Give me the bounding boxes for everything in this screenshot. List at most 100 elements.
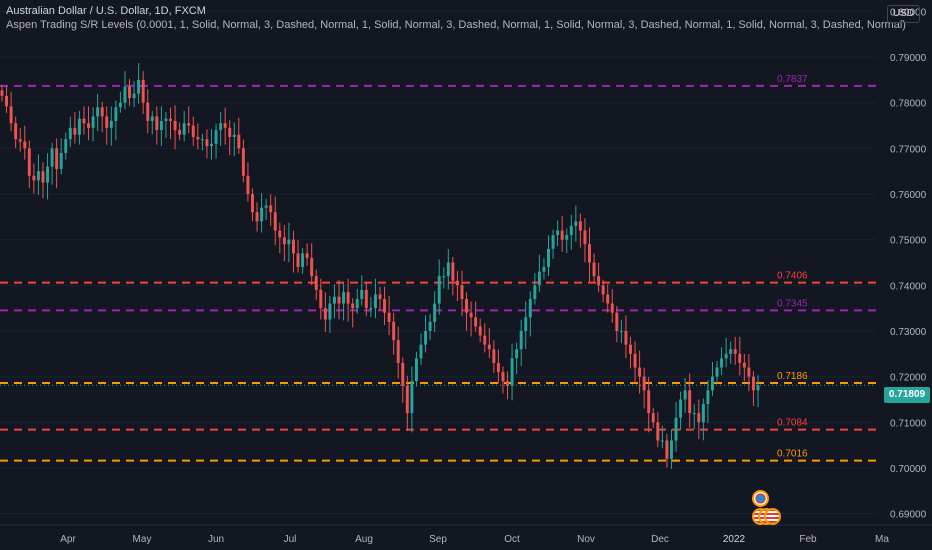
candle-body [173, 120, 177, 131]
candle-body [542, 267, 546, 272]
candle-body [747, 367, 751, 377]
y-tick-label: 0.73000 [890, 327, 927, 338]
x-tick-label: May [133, 534, 152, 545]
candle-body [629, 344, 632, 354]
chart-header: Australian Dollar / U.S. Dollar, 1D, FXC… [6, 4, 906, 32]
candle-body [574, 221, 578, 226]
candle-body [214, 130, 218, 144]
y-tick-label: 0.80000 [890, 7, 927, 18]
candle-body [191, 125, 195, 137]
candle-body [32, 175, 36, 181]
candle-body [346, 292, 350, 304]
x-tick-label: Ma [875, 534, 889, 545]
candle-body [187, 123, 191, 126]
candle-body [9, 106, 13, 124]
candle-body [41, 171, 45, 183]
candle-body [219, 123, 223, 131]
chart-grid [0, 10, 876, 515]
candle-body [506, 381, 509, 386]
candle-body [660, 440, 664, 442]
candle-body [392, 321, 396, 341]
candle-body [141, 79, 145, 103]
candle-body [23, 141, 27, 149]
candle-body [342, 292, 346, 304]
candle-body [64, 139, 68, 153]
candle-body [200, 139, 204, 141]
candle-body [487, 344, 491, 350]
candle-body [364, 289, 368, 309]
x-tick-label: Nov [577, 534, 595, 545]
candle-body [496, 362, 500, 373]
candle-body [401, 362, 405, 386]
candle-body [601, 285, 605, 295]
candle-body [428, 321, 432, 331]
candle-body [738, 353, 742, 363]
currency-button[interactable]: USD [886, 5, 920, 23]
candle-body [455, 280, 459, 286]
candle-body [679, 399, 683, 418]
flag-event-icon[interactable] [752, 490, 769, 507]
y-tick-label: 0.77000 [890, 144, 927, 155]
y-tick-label: 0.79000 [890, 53, 927, 64]
candle-body [701, 404, 705, 423]
candle-body [619, 330, 623, 332]
candle-body [515, 349, 519, 359]
indicator-label[interactable]: Aspen Trading S/R Levels (0.0001, 1, Sol… [6, 19, 906, 31]
candle-body [474, 317, 478, 327]
candle-body [301, 253, 305, 268]
candle-body [615, 312, 619, 331]
candle-body [565, 235, 569, 240]
candle-body [260, 207, 264, 222]
candle-body [451, 262, 455, 281]
candle-body [282, 237, 286, 245]
candle-body [387, 312, 391, 322]
candle-body [210, 143, 213, 147]
candle-body [651, 413, 655, 423]
candle-body [251, 194, 254, 213]
candle-body [109, 120, 113, 128]
candle-body [273, 212, 277, 231]
candle-body [547, 248, 550, 268]
y-tick-label: 0.70000 [890, 464, 927, 475]
candle-body [433, 303, 437, 322]
candle-body [73, 127, 77, 135]
candle-body [501, 372, 505, 382]
candle-body [178, 130, 182, 135]
candle-body [355, 299, 359, 309]
candle-body [733, 349, 737, 354]
candle-body [323, 308, 327, 320]
candle-body [50, 148, 54, 167]
candle-body [492, 349, 496, 363]
candle-body [237, 134, 241, 149]
y-tick-label: 0.78000 [890, 99, 927, 110]
candle-body [633, 353, 637, 368]
x-tick-label: Aug [355, 534, 373, 545]
price-axis-bg [876, 0, 932, 550]
candle-body [310, 257, 314, 277]
symbol-title[interactable]: Australian Dollar / U.S. Dollar, 1D, FXC… [6, 5, 206, 17]
us-flag-event-icon[interactable] [764, 508, 781, 525]
sr-level-label: 0.7345 [777, 298, 808, 309]
last-price-tag: 0.71809 [884, 387, 930, 403]
candle-body [560, 230, 564, 240]
candle-body [196, 136, 200, 140]
candle-body [96, 107, 100, 117]
sr-levels [0, 84, 876, 462]
candle-body [205, 139, 209, 147]
candle-body [55, 148, 59, 169]
candle-body [164, 118, 168, 121]
candle-body [383, 299, 387, 313]
candle-body [159, 120, 163, 131]
candle-body [569, 225, 573, 236]
candle-body [405, 385, 409, 414]
candle-body [328, 303, 332, 320]
candle-body [537, 271, 541, 286]
candle-body [583, 230, 587, 245]
candle-body [232, 134, 236, 137]
candle-body [688, 390, 692, 414]
y-tick-label: 0.74000 [890, 281, 927, 292]
candle-body [305, 253, 309, 258]
price-axis: 0.80000 0.79000 0.78000 0.77000 0.76000 0.750… [876, 0, 932, 550]
sr-level-labels: 0.7837 0.7406 0.7345 0.7186 0.7084 0.7016 [777, 74, 808, 460]
